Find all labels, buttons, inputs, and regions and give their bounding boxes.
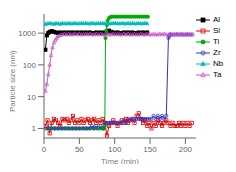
- svg-text:100: 100: [108, 145, 122, 154]
- svg-text:0: 0: [42, 145, 47, 154]
- html-text:Ta: Ta: [213, 70, 222, 79]
- svg-text:10: 10: [27, 93, 36, 102]
- svg-text:150: 150: [143, 145, 157, 154]
- html-text:Zr: Zr: [213, 48, 221, 57]
- html-text:Si: Si: [213, 26, 221, 35]
- svg-text:200: 200: [179, 145, 193, 154]
- svg-text:1000: 1000: [18, 29, 36, 38]
- html-text:Nb: Nb: [213, 59, 224, 68]
- svg-text:1: 1: [32, 124, 37, 133]
- svg-text:Particle size (nm): Particle size (nm): [8, 50, 17, 112]
- svg-text:50: 50: [75, 145, 84, 154]
- html-text:Al: Al: [213, 15, 221, 24]
- html-text:Ti: Ti: [213, 37, 220, 46]
- svg-text:Time (min): Time (min): [101, 157, 139, 164]
- svg-text:100: 100: [23, 61, 37, 70]
